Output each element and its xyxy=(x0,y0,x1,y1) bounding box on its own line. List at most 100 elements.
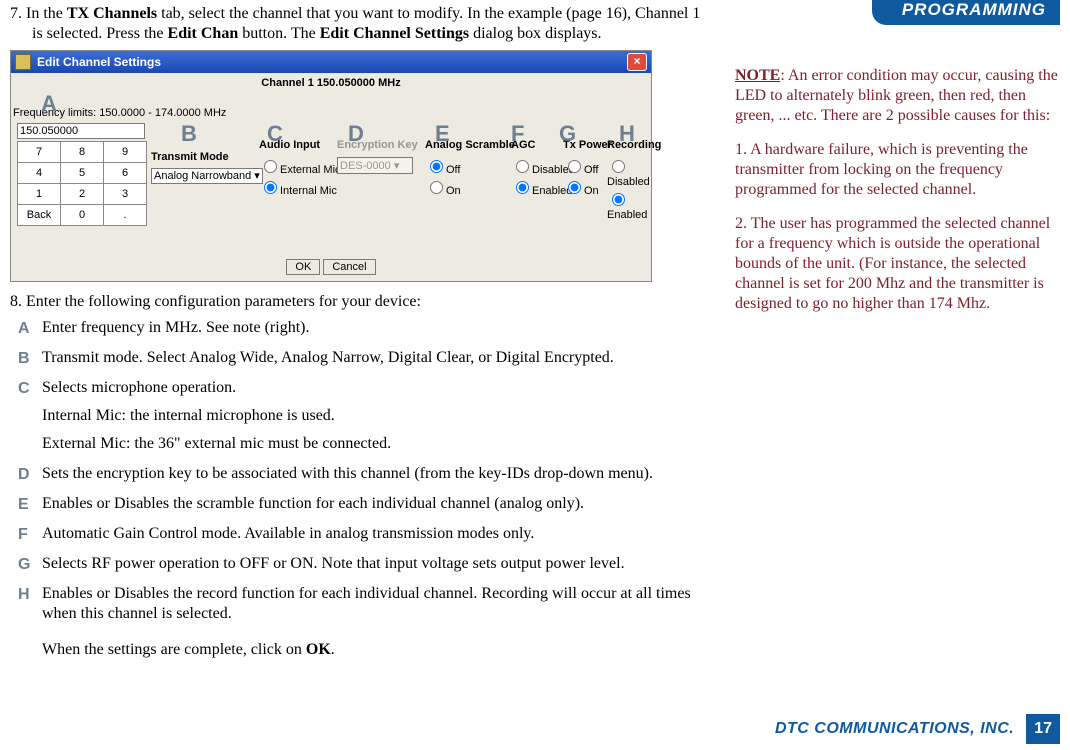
key[interactable]: 1 xyxy=(18,184,61,205)
note-p2: 2. The user has programmed the selected … xyxy=(735,214,1060,314)
radio[interactable] xyxy=(430,160,443,173)
col-audio: Audio Input External Mic Internal Mic xyxy=(259,139,341,199)
t: 7. In the xyxy=(10,5,67,22)
item-c: C Selects microphone operation. Internal … xyxy=(10,378,705,454)
marker-d: D xyxy=(348,121,364,147)
cancel-button[interactable]: Cancel xyxy=(323,259,375,275)
section-tab: PROGRAMMING xyxy=(872,0,1060,25)
l: External Mic xyxy=(280,164,341,176)
key[interactable]: 0 xyxy=(61,205,104,226)
l: Off xyxy=(584,164,598,176)
key[interactable]: 7 xyxy=(18,142,61,163)
opt[interactable]: Disabled xyxy=(607,157,661,188)
col-rec: Recording Disabled Enabled xyxy=(607,139,661,223)
close-icon[interactable]: × xyxy=(627,53,647,71)
keypad-block: 789 456 123 Back0. xyxy=(17,123,147,226)
opt[interactable]: Off xyxy=(563,157,612,176)
step-8-text: 8. Enter the following configuration par… xyxy=(10,292,705,312)
opt[interactable]: Off xyxy=(425,157,515,176)
d: Selects microphone operation. xyxy=(42,379,236,396)
app-icon xyxy=(15,54,31,70)
l: Off xyxy=(446,164,460,176)
v: DES-0000 xyxy=(340,160,391,172)
opt[interactable]: Internal Mic xyxy=(259,178,341,197)
radio[interactable] xyxy=(516,160,529,173)
k: H xyxy=(18,585,30,605)
k: B xyxy=(18,349,30,369)
opt[interactable]: On xyxy=(425,178,515,197)
note-block: NOTE: An error condition may occur, caus… xyxy=(735,66,1060,314)
l: Internal Mic xyxy=(280,185,337,197)
t: When the settings are complete, click on xyxy=(42,641,306,658)
t: OK xyxy=(306,641,331,658)
keypad: 789 456 123 Back0. xyxy=(17,141,147,226)
t: NOTE xyxy=(735,67,780,84)
transmit-mode-select[interactable]: Analog Narrowband ▾ xyxy=(151,168,263,184)
k: A xyxy=(18,319,30,339)
hdr: Transmit Mode xyxy=(151,151,263,163)
item-e: E Enables or Disables the scramble functi… xyxy=(10,494,705,514)
key[interactable]: 8 xyxy=(61,142,104,163)
d: Enables or Disables the scramble functio… xyxy=(42,495,584,512)
radio[interactable] xyxy=(568,181,581,194)
marker-e: E xyxy=(435,121,450,147)
col-transmit: Transmit Mode Analog Narrowband ▾ xyxy=(151,151,263,182)
d: Automatic Gain Control mode. Available i… xyxy=(42,525,534,542)
radio[interactable] xyxy=(430,181,443,194)
key[interactable]: . xyxy=(104,205,147,226)
channel-header: Channel 1 150.050000 MHz xyxy=(11,73,651,93)
t: : An error condition may occur, causing … xyxy=(735,67,1058,124)
radio[interactable] xyxy=(568,160,581,173)
k: C xyxy=(18,379,30,399)
l: On xyxy=(584,185,599,197)
key[interactable]: 6 xyxy=(104,163,147,184)
dialog-titlebar: Edit Channel Settings × xyxy=(11,51,651,73)
key[interactable]: 9 xyxy=(104,142,147,163)
t: dialog box displays. xyxy=(469,25,601,42)
c-sub2: External Mic: the 36" external mic must … xyxy=(42,434,705,454)
item-h: H Enables or Disables the record function… xyxy=(10,584,705,624)
footer: DTC COMMUNICATIONS, INC. 17 xyxy=(735,714,1060,744)
footer-company: DTC COMMUNICATIONS, INC. xyxy=(775,720,1014,737)
k: E xyxy=(18,495,29,515)
key[interactable]: 2 xyxy=(61,184,104,205)
opt[interactable]: On xyxy=(563,178,612,197)
footer-page: 17 xyxy=(1026,714,1060,744)
item-b: BTransmit mode. Select Analog Wide, Anal… xyxy=(10,348,705,368)
key[interactable]: 3 xyxy=(104,184,147,205)
t: Edit Channel Settings xyxy=(320,25,469,42)
ok-button[interactable]: OK xyxy=(286,259,320,275)
radio[interactable] xyxy=(612,160,625,173)
d: Selects RF power operation to OFF or ON.… xyxy=(42,555,625,572)
section-tab-wrap: PROGRAMMING xyxy=(735,0,1060,20)
l: On xyxy=(446,185,461,197)
key-back[interactable]: Back xyxy=(18,205,61,226)
t: button. The xyxy=(238,25,319,42)
marker-b: B xyxy=(181,121,197,147)
note-lead: NOTE: An error condition may occur, caus… xyxy=(735,66,1060,126)
c-sub1: Internal Mic: the internal microphone is… xyxy=(42,406,705,426)
d: Enter frequency in MHz. See note (right)… xyxy=(42,319,309,336)
final-line: When the settings are complete, click on… xyxy=(42,640,705,660)
opt[interactable]: Enabled xyxy=(607,190,661,221)
opt[interactable]: External Mic xyxy=(259,157,341,176)
radio[interactable] xyxy=(516,181,529,194)
d: Sets the encryption key to be associated… xyxy=(42,465,653,482)
key[interactable]: 4 xyxy=(18,163,61,184)
d: Enables or Disables the record function … xyxy=(42,585,691,622)
item-a: A Enter frequency in MHz. See note (right… xyxy=(10,318,705,338)
t: . xyxy=(331,641,335,658)
radio[interactable] xyxy=(264,181,277,194)
main-column: 7. In the TX Channels tab, select the ch… xyxy=(10,4,705,676)
col-scramble: Analog Scramble Off On xyxy=(425,139,515,199)
t: TX Channels xyxy=(67,5,157,22)
radio[interactable] xyxy=(264,160,277,173)
note-p1: 1. A hardware failure, which is preventi… xyxy=(735,140,1060,200)
dialog-buttons: OK Cancel xyxy=(11,259,651,275)
frequency-input[interactable] xyxy=(17,123,145,139)
item-f: FAutomatic Gain Control mode. Available … xyxy=(10,524,705,544)
radio[interactable] xyxy=(612,193,625,206)
key[interactable]: 5 xyxy=(61,163,104,184)
marker-g: G xyxy=(559,121,576,147)
marker-f: F xyxy=(511,121,524,147)
